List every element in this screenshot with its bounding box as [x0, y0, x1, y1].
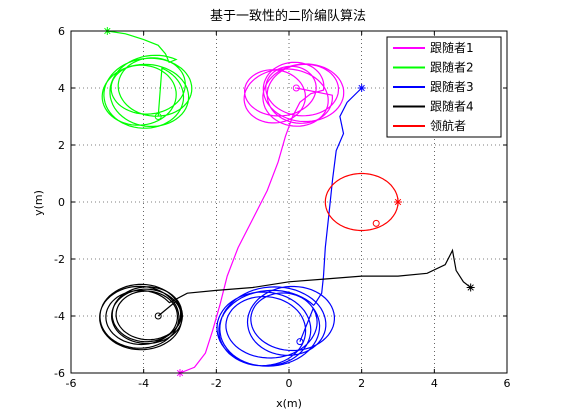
legend-label-5: 领航者	[430, 118, 466, 133]
y-tick-label: 4	[58, 82, 65, 95]
legend: 跟随者1 跟随者2 跟随者3 跟随者4 领航者	[386, 36, 502, 138]
y-tick-label: 0	[58, 196, 65, 209]
ticks: -6 -4 -2 0 2 4 6 -6 -4 -2 0 2 4 6	[54, 25, 510, 390]
series-line-4	[99, 248, 472, 351]
x-tick-label: 4	[431, 377, 438, 390]
end-marker-5	[372, 219, 380, 227]
y-tick-label: 2	[58, 139, 65, 152]
start-marker-4	[466, 283, 475, 292]
series-line-2	[101, 30, 193, 129]
legend-label-3: 跟随者3	[430, 79, 474, 94]
y-tick-label: -6	[54, 367, 65, 380]
end-marker-4	[154, 312, 162, 320]
series-line-1	[179, 61, 345, 374]
x-tick-label: 6	[504, 377, 511, 390]
y-tick-label: -4	[54, 310, 65, 323]
x-tick-label: 2	[358, 377, 365, 390]
x-tick-label: 0	[286, 377, 293, 390]
x-tick-label: -2	[211, 377, 222, 390]
series-line-5	[324, 172, 399, 232]
end-marker-3	[296, 338, 304, 346]
legend-label-2: 跟随者2	[430, 60, 474, 75]
y-axis-label: y(m)	[32, 190, 45, 216]
x-tick-label: -4	[138, 377, 149, 390]
x-tick-label: -6	[66, 377, 77, 390]
start-marker-3	[357, 84, 366, 92]
chart-title: 基于一致性的二阶编队算法	[210, 8, 366, 24]
y-tick-label: -2	[54, 253, 65, 266]
x-axis-label: x(m)	[276, 397, 302, 410]
legend-label-1: 跟随者1	[430, 40, 474, 55]
end-marker-2	[154, 113, 162, 120]
legend-label-4: 跟随者4	[430, 99, 474, 114]
series-layer	[99, 27, 475, 377]
series-line-3	[216, 87, 363, 367]
y-tick-label: 6	[58, 25, 65, 38]
start-marker-5	[394, 198, 402, 206]
end-marker-1	[292, 84, 300, 92]
